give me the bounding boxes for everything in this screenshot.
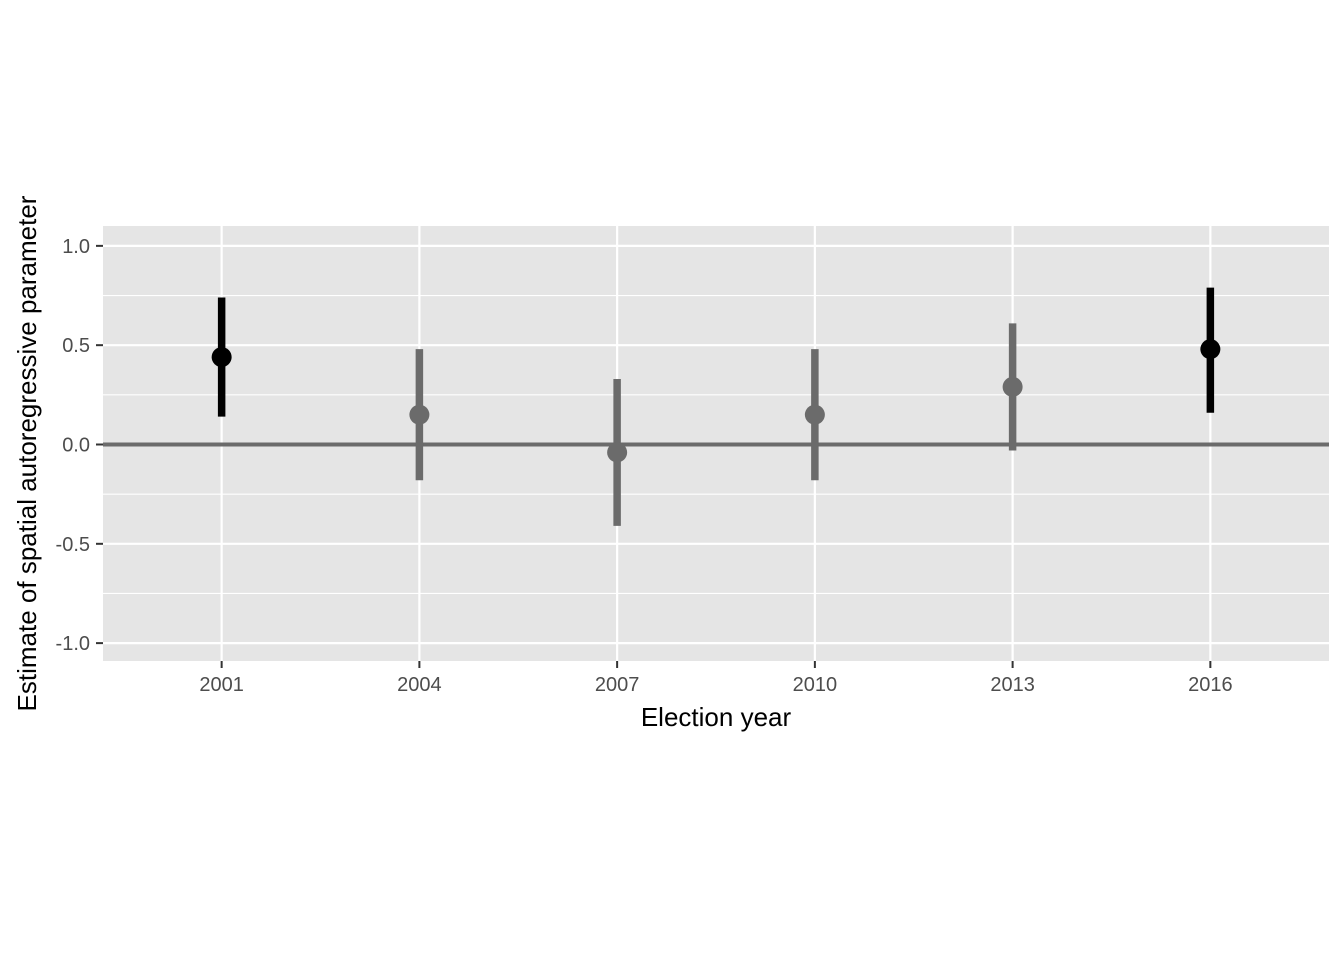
y-tick-label: -0.5 bbox=[56, 534, 90, 556]
estimate-point bbox=[607, 442, 628, 463]
estimate-point bbox=[409, 404, 430, 425]
y-tick-label: -1.0 bbox=[56, 633, 90, 655]
estimate-point bbox=[1200, 339, 1221, 360]
x-axis-title: Election year bbox=[641, 702, 792, 732]
x-tick-label: 2007 bbox=[595, 674, 640, 696]
x-tick-label: 2013 bbox=[990, 674, 1035, 696]
y-axis-title: Estimate of spatial autoregressive param… bbox=[12, 195, 42, 711]
axes: -1.0 -0.5 0.0 0.5 1.0 2001 2004 2007 2010 2013 201… bbox=[56, 236, 1233, 696]
y-tick-label: 0.5 bbox=[62, 335, 90, 357]
x-tick-label: 2010 bbox=[793, 674, 838, 696]
estimate-point bbox=[804, 404, 825, 425]
estimate-point bbox=[211, 347, 232, 368]
x-tick-label: 2001 bbox=[199, 674, 244, 696]
y-tick-label: 1.0 bbox=[62, 236, 90, 258]
y-tick-label: 0.0 bbox=[62, 434, 90, 456]
x-tick-label: 2016 bbox=[1188, 674, 1233, 696]
x-tick-label: 2004 bbox=[397, 674, 442, 696]
estimate-point bbox=[1002, 376, 1023, 397]
data-marks bbox=[211, 287, 1221, 526]
